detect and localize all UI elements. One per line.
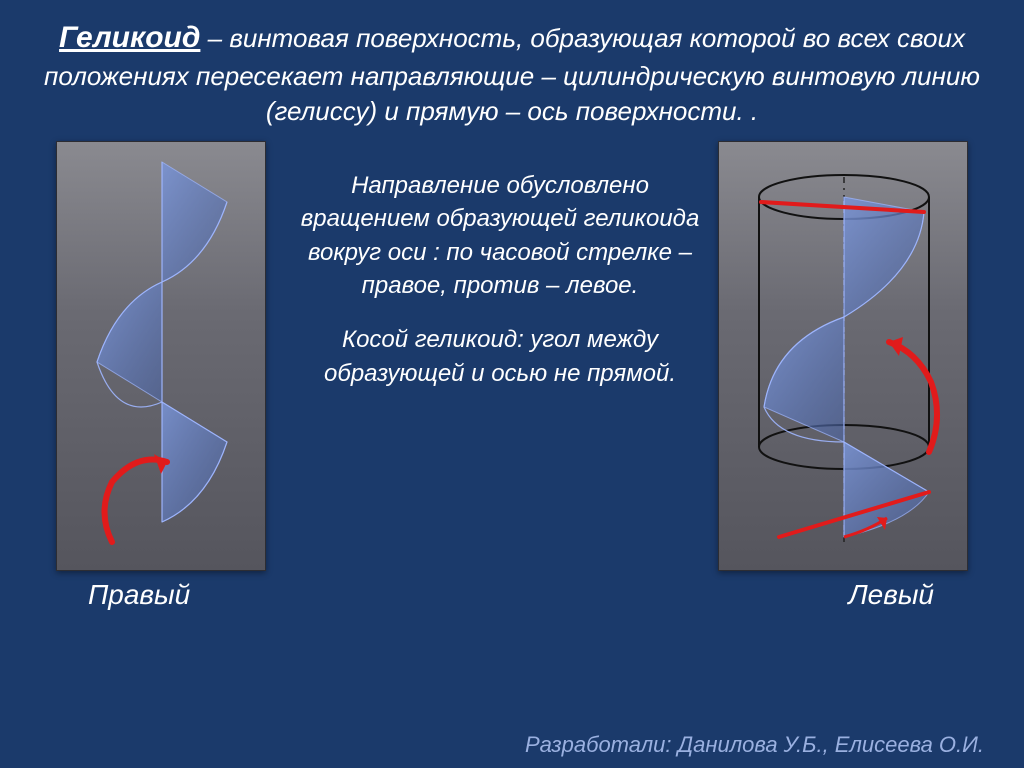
header-block: Геликоид – винтовая поверхность, образую… — [0, 0, 1024, 141]
page-title: Геликоид — [59, 21, 200, 54]
title-dash: – — [200, 23, 229, 53]
oblique-paragraph: Косой геликоид: угол между образующей и … — [290, 323, 710, 390]
right-label: Левый — [848, 579, 934, 611]
credits-text: Разработали: Данилова У.Б., Елисеева О.И… — [525, 732, 984, 758]
left-helicoid-panel — [56, 141, 266, 571]
right-handed-helicoid-diagram — [57, 142, 267, 572]
right-helicoid-panel — [718, 141, 968, 571]
direction-paragraph: Направление обусловлено вращением образу… — [290, 169, 710, 303]
left-label: Правый — [88, 579, 190, 611]
left-handed-helicoid-diagram — [719, 142, 969, 572]
content-area: Правый Направление обусловлено вращением… — [0, 141, 1024, 661]
explanation-text: Направление обусловлено вращением образу… — [290, 169, 710, 411]
